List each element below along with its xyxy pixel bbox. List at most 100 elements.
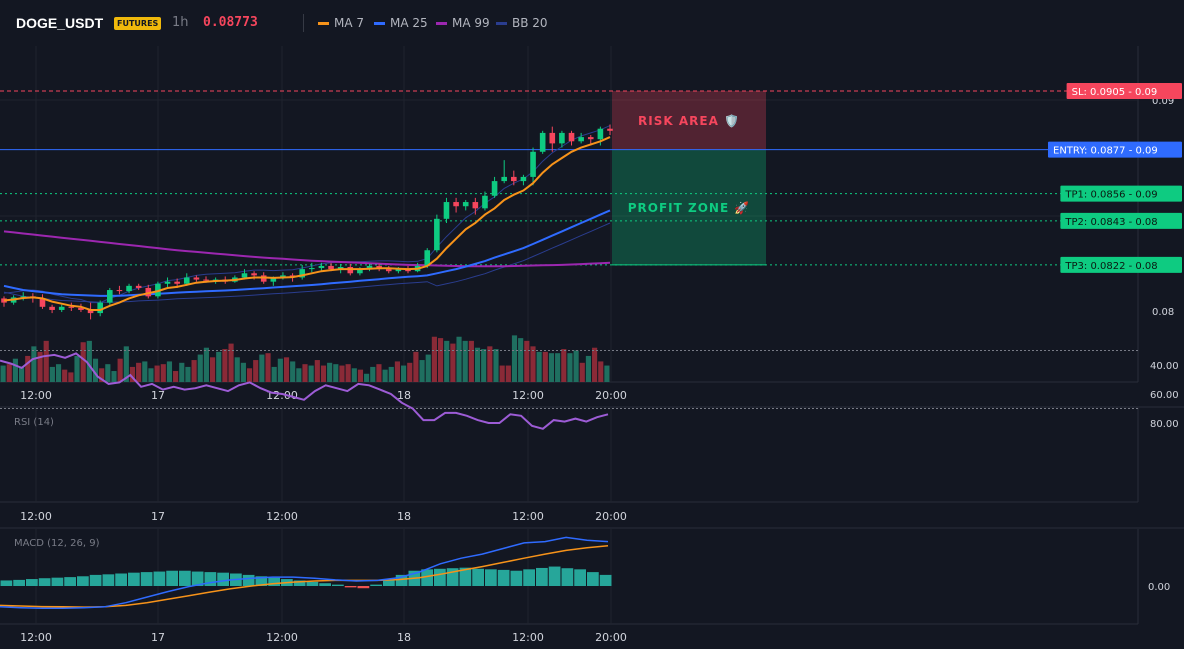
x-tick-label: 12:00	[20, 389, 52, 402]
volume-bar	[166, 361, 173, 382]
candle-body	[607, 128, 613, 131]
x-tick-label: 12:00	[20, 631, 52, 644]
candle-body	[549, 132, 556, 144]
volume-bar	[357, 369, 364, 382]
candle-body	[203, 279, 209, 281]
volume-bar	[6, 364, 12, 382]
volume-bar	[351, 368, 357, 382]
volume-bar	[99, 368, 105, 382]
macd-histogram-bar	[536, 567, 548, 586]
volume-bar	[142, 361, 148, 382]
volume-bar	[160, 364, 166, 382]
candle-body	[482, 195, 488, 209]
legend-bb20-label: BB 20	[512, 16, 548, 30]
volume-bar	[493, 349, 499, 382]
candle-body	[318, 265, 325, 269]
candle-body	[1, 298, 7, 303]
volume-bar	[474, 347, 481, 382]
volume-bar	[542, 351, 548, 382]
profit-zone-box	[612, 149, 766, 265]
volume-bar	[271, 366, 277, 382]
volume-bar	[111, 371, 117, 382]
volume-bar	[246, 368, 253, 382]
x-tick-label: 18	[397, 389, 411, 402]
macd-histogram-bar	[370, 584, 382, 586]
last-price: 0.08773	[203, 15, 258, 30]
rsi-title: RSI (14)	[14, 417, 54, 428]
candle-body	[501, 176, 507, 182]
rsi-y-tick: 80.00	[1150, 419, 1179, 430]
volume-bar	[302, 364, 308, 382]
volume-bar	[86, 340, 92, 382]
chart-header: DOGE_USDT FUTURES 1h 0.08773 MA 7 MA 25 …	[0, 0, 1184, 46]
macd-histogram-bar	[13, 579, 25, 586]
volume-bar	[456, 336, 462, 382]
volume-bar	[481, 349, 487, 382]
macd-histogram-bar	[26, 579, 38, 586]
macd-histogram-bar	[587, 572, 599, 586]
legend-ma25[interactable]: MA 25	[374, 16, 428, 30]
price-pane: 12:00 17 12:00 18 12:00 20:00 0.09 0.08 RISK ARE…	[0, 83, 1182, 402]
timeframe-label[interactable]: 1h	[172, 15, 189, 30]
volume-bar	[117, 358, 123, 382]
legend-bb20[interactable]: BB 20	[496, 16, 548, 30]
volume-bar	[511, 335, 518, 382]
volume-bar	[468, 340, 474, 382]
volume-bar	[598, 361, 604, 382]
volume-bar	[425, 354, 431, 382]
volume-bar	[530, 346, 536, 382]
candle-body	[126, 285, 132, 292]
legend-ma99[interactable]: MA 99	[436, 16, 490, 30]
macd-histogram-bar	[599, 574, 612, 586]
volume-bar	[74, 355, 80, 382]
macd-histogram-bar	[306, 581, 319, 586]
candle-body	[251, 273, 257, 276]
x-tick-label: 12:00	[512, 510, 544, 523]
volume-bar	[333, 364, 339, 382]
macd-histogram-bar	[204, 572, 217, 586]
x-tick-label: 20:00	[595, 631, 627, 644]
volume-bar	[345, 364, 351, 382]
x-tick-label: 12:00	[266, 510, 298, 523]
bb-upper-line	[3, 125, 611, 304]
candle-body	[145, 287, 152, 297]
x-tick-label: 12:00	[266, 389, 298, 402]
volume-bar	[419, 360, 425, 382]
rsi-y-tick: 40.00	[1150, 361, 1179, 372]
candle-body	[164, 281, 171, 284]
symbol-label[interactable]: DOGE_USDT	[16, 15, 104, 31]
macd-histogram-bar	[179, 570, 191, 586]
volume-bar	[31, 346, 37, 382]
candle-body	[87, 309, 94, 314]
futures-badge: FUTURES	[114, 17, 162, 30]
volume-bar	[154, 365, 160, 382]
candle-body	[559, 132, 565, 144]
candle-body	[20, 296, 27, 298]
volume-bar	[320, 365, 327, 382]
x-tick-label: 17	[151, 389, 165, 402]
volume-bar	[407, 362, 413, 382]
macd-histogram-bar	[357, 586, 370, 589]
macd-histogram-bar	[395, 574, 408, 586]
volume-bar	[487, 346, 493, 382]
tp3-tag-label: TP3: 0.0822 - 0.08	[1064, 261, 1157, 272]
ma7-swatch	[318, 22, 329, 25]
volume-bar	[505, 365, 511, 382]
y-tick-label: 0.08	[1152, 307, 1174, 318]
volume-bar	[444, 340, 450, 382]
macd-histogram-bar	[77, 576, 89, 586]
tp1-tag	[1060, 185, 1182, 202]
volume-bar	[314, 360, 320, 382]
legend-ma99-label: MA 99	[452, 16, 490, 30]
volume-bar	[518, 338, 524, 382]
macd-histogram-bar	[217, 572, 229, 586]
legend-ma7[interactable]: MA 7	[318, 16, 364, 30]
volume-bar	[364, 373, 370, 382]
candle-body	[424, 250, 431, 266]
volume-bar	[203, 347, 209, 382]
candle-body	[299, 269, 305, 278]
tp2-tag-label: TP2: 0.0843 - 0.08	[1064, 217, 1157, 228]
volume-bar	[573, 350, 579, 382]
entry-tag-label: ENTRY: 0.0877 - 0.09	[1053, 146, 1158, 157]
macd-histogram-bar	[574, 569, 586, 586]
